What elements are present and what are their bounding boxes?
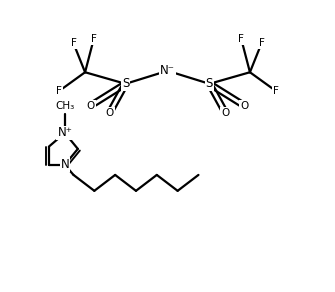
Text: O: O — [221, 108, 229, 118]
Text: F: F — [259, 38, 264, 48]
Text: F: F — [238, 34, 244, 44]
Text: F: F — [71, 38, 76, 48]
Text: O: O — [240, 100, 248, 110]
Text: N: N — [60, 158, 69, 171]
Text: O: O — [87, 100, 95, 110]
Text: F: F — [56, 86, 62, 96]
Text: S: S — [122, 77, 129, 90]
Text: N⁺: N⁺ — [57, 126, 72, 140]
Text: CH₃: CH₃ — [55, 101, 74, 111]
Text: N⁻: N⁻ — [160, 64, 175, 77]
Text: F: F — [91, 34, 97, 44]
Text: O: O — [106, 108, 114, 118]
Text: F: F — [273, 86, 279, 96]
Text: S: S — [206, 77, 213, 90]
